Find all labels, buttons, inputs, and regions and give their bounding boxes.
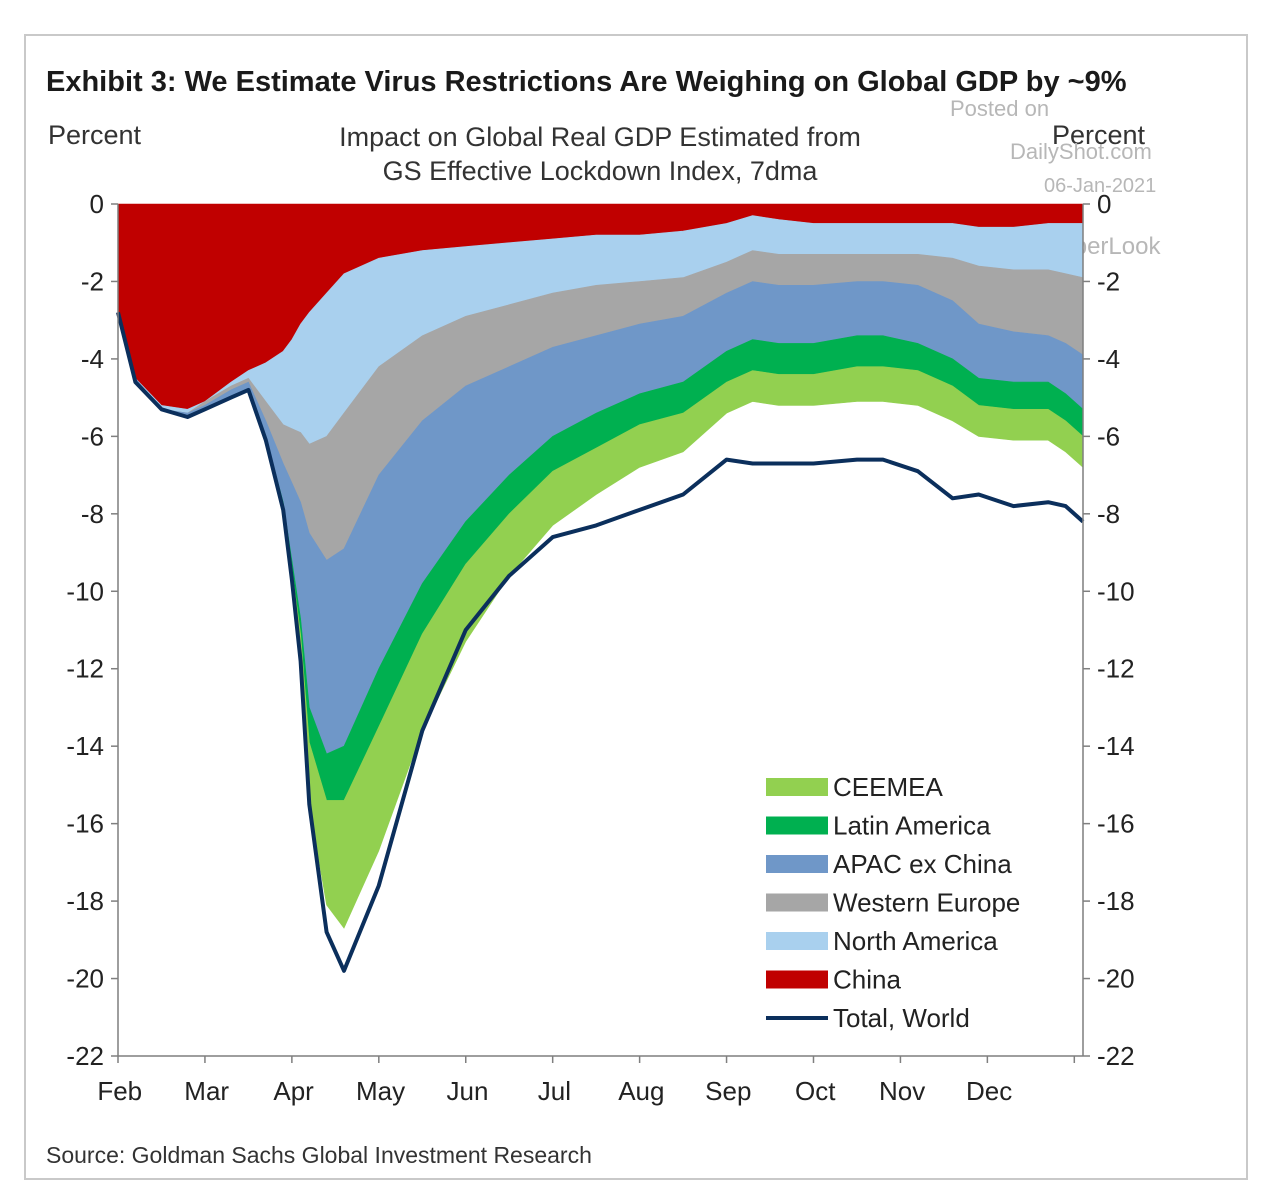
legend-swatch-western-europe	[766, 893, 828, 912]
x-tick-label: Dec	[966, 1076, 1012, 1106]
y-tick-label-left: -22	[66, 1041, 104, 1071]
watermark-posted-on: Posted on	[950, 96, 1050, 121]
legend-label-total-world: Total, World	[833, 1003, 970, 1033]
legend-swatch-latin-america	[766, 816, 828, 835]
x-tick-label: May	[356, 1076, 405, 1106]
legend-label-north-america: North America	[833, 926, 998, 956]
x-tick-label: Feb	[97, 1076, 142, 1106]
subtitle-line-1: Impact on Global Real GDP Estimated from	[339, 122, 861, 152]
y-tick-label-left: -16	[66, 809, 104, 839]
x-tick-label: Jun	[447, 1076, 489, 1106]
total-line-layer	[116, 311, 1085, 973]
chart-subtitle: Impact on Global Real GDP Estimated from…	[339, 120, 861, 188]
y-tick-label-left: -4	[81, 344, 104, 374]
y-tick-label-right: -10	[1097, 576, 1135, 606]
legend-label-china: China	[833, 965, 901, 995]
x-tick-label: Sep	[705, 1076, 751, 1106]
y-tick-label-left: -6	[81, 421, 104, 451]
total-world-line	[116, 311, 1085, 973]
y-tick-label-right: -8	[1097, 499, 1120, 529]
x-tick-label: Jul	[538, 1076, 571, 1106]
legend-swatch-ceemea	[766, 778, 828, 796]
y-tick-label-right: -20	[1097, 964, 1135, 994]
y-tick-label-right: -12	[1097, 654, 1135, 684]
y-tick-label-left: -20	[66, 964, 104, 994]
watermark-site: DailyShot.com	[1010, 139, 1152, 164]
source-note: Source: Goldman Sachs Global Investment …	[46, 1142, 592, 1168]
legend-swatch-north-america	[766, 932, 828, 950]
legend-swatch-apac-ex-china	[766, 855, 828, 873]
legend-label-apac-ex-china: APAC ex China	[833, 849, 1012, 879]
y-tick-label-right: -22	[1097, 1041, 1135, 1071]
y-tick-label-left: -10	[66, 576, 104, 606]
chart-title: Exhibit 3: We Estimate Virus Restriction…	[46, 66, 1127, 98]
x-tick-label: Mar	[184, 1076, 229, 1106]
y-tick-label-left: -8	[81, 499, 104, 529]
legend-label-ceemea: CEEMEA	[833, 772, 943, 802]
y-tick-label-left: 0	[90, 189, 104, 219]
y-tick-label-right: 0	[1097, 189, 1111, 219]
legend-label-western-europe: Western Europe	[833, 888, 1020, 918]
y-tick-label-right: -6	[1097, 421, 1120, 451]
right-axis-unit: Percent	[1052, 120, 1146, 150]
y-tick-label-left: -14	[66, 731, 104, 761]
y-tick-label-right: -18	[1097, 886, 1135, 916]
legend-label-latin-america: Latin America	[833, 811, 991, 841]
subtitle-line-2: GS Effective Lockdown Index, 7dma	[382, 156, 818, 186]
watermark-date: 06-Jan-2021	[1044, 175, 1157, 197]
legend-swatch-china	[766, 970, 828, 989]
axes-layer: 0 0 -2 -2 -4 -4 -6 -6 -8 -8 -10 -10 -12 -12 -14 -14 -16 -…	[66, 189, 1134, 1106]
y-tick-label-right: -2	[1097, 266, 1120, 296]
y-tick-label-left: -2	[81, 266, 104, 296]
legend: CEEMEA Latin America APAC ex China Western …	[766, 772, 1020, 1033]
y-tick-label-right: -14	[1097, 731, 1135, 761]
x-tick-label: Aug	[618, 1076, 664, 1106]
left-axis-unit: Percent	[48, 120, 142, 150]
y-tick-label-left: -12	[66, 654, 104, 684]
y-tick-label-right: -16	[1097, 809, 1135, 839]
x-tick-label: Nov	[879, 1076, 925, 1106]
x-tick-label: Oct	[795, 1076, 836, 1106]
y-tick-label-right: -4	[1097, 344, 1120, 374]
x-tick-label: Apr	[273, 1076, 314, 1106]
y-tick-label-left: -18	[66, 886, 104, 916]
